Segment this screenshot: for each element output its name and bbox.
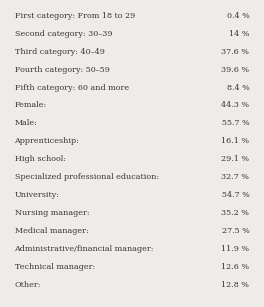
Text: 54.7 %: 54.7 % [221,191,249,199]
Text: 32.7 %: 32.7 % [221,173,249,181]
Text: Administrative/financial manager:: Administrative/financial manager: [15,245,154,253]
Text: 35.2 %: 35.2 % [221,209,249,217]
Text: Technical manager:: Technical manager: [15,263,95,271]
Text: First category: From 18 to 29: First category: From 18 to 29 [15,12,135,20]
Text: 29.1 %: 29.1 % [221,155,249,163]
Text: Male:: Male: [15,119,37,127]
Text: Female:: Female: [15,101,47,110]
Text: University:: University: [15,191,59,199]
Text: 8.4 %: 8.4 % [227,84,249,91]
Text: 16.1 %: 16.1 % [221,137,249,146]
Text: Fifth category: 60 and more: Fifth category: 60 and more [15,84,129,91]
Text: Apprenticeship:: Apprenticeship: [15,137,79,146]
Text: High school:: High school: [15,155,65,163]
Text: 37.6 %: 37.6 % [221,48,249,56]
Text: Third category: 40–49: Third category: 40–49 [15,48,104,56]
Text: 12.6 %: 12.6 % [221,263,249,271]
Text: 27.5 %: 27.5 % [221,227,249,235]
Text: 0.4 %: 0.4 % [227,12,249,20]
Text: Second category: 30–39: Second category: 30–39 [15,29,112,38]
Text: Other:: Other: [15,281,41,289]
Text: 12.8 %: 12.8 % [221,281,249,289]
Text: 14 %: 14 % [229,29,249,38]
Text: 11.9 %: 11.9 % [221,245,249,253]
Text: Fourth category: 50–59: Fourth category: 50–59 [15,65,109,74]
Text: Specialized professional education:: Specialized professional education: [15,173,159,181]
Text: Medical manager:: Medical manager: [15,227,88,235]
Text: 55.7 %: 55.7 % [222,119,249,127]
Text: 44.3 %: 44.3 % [221,101,249,110]
Text: Nursing manager:: Nursing manager: [15,209,89,217]
Text: 39.6 %: 39.6 % [221,65,249,74]
